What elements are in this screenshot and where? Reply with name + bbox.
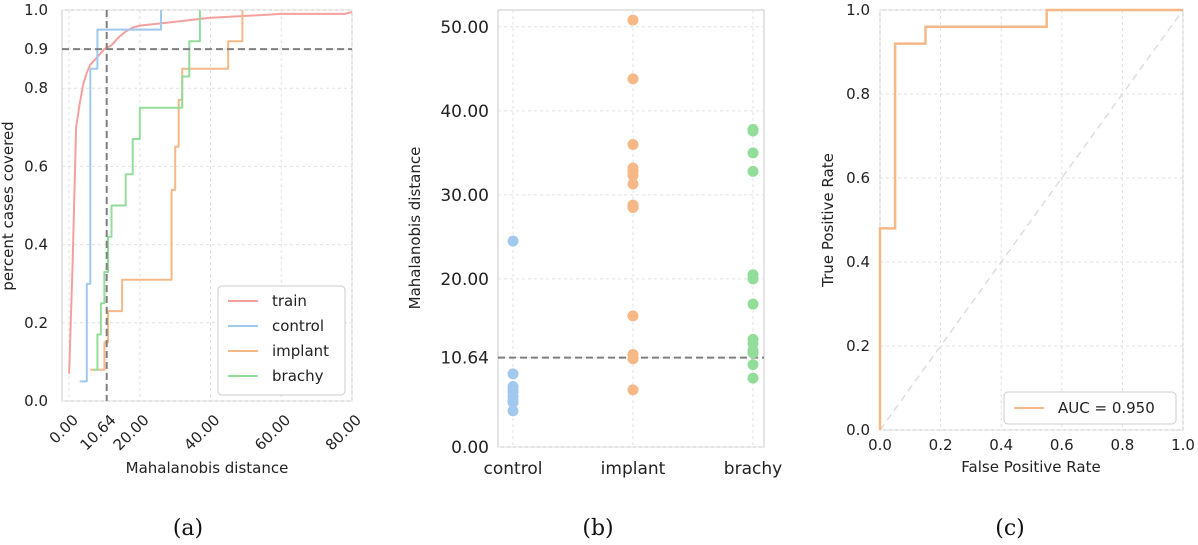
- point-brachy: [747, 165, 759, 177]
- point-brachy: [747, 359, 759, 371]
- x-tick-label: 20.00: [110, 411, 153, 454]
- point-control: [507, 368, 519, 380]
- point-brachy: [747, 298, 759, 310]
- point-control: [507, 396, 519, 408]
- panel-c-legend: AUC = 0.950: [1003, 391, 1177, 425]
- point-implant: [627, 201, 639, 213]
- point-implant: [627, 310, 639, 322]
- point-brachy: [747, 125, 759, 137]
- y-tick-label: 1.0: [846, 1, 870, 19]
- y-tick-label: 0.4: [846, 253, 870, 271]
- y-tick-label: 0.8: [846, 85, 870, 103]
- point-implant: [627, 353, 639, 365]
- y-tick-label: 0.0: [846, 421, 870, 439]
- legend-control-label: control: [272, 317, 324, 335]
- legend-train-label: train: [272, 292, 307, 310]
- legend-auc-label: AUC = 0.950: [1058, 399, 1155, 417]
- panel-a-xlabel: Mahalanobis distance: [126, 459, 289, 477]
- panel-b-ylabel: Mahalanobis distance: [406, 147, 424, 310]
- panel-a-legend: train control implant brachy: [217, 285, 346, 396]
- y-tick-label: 0.00: [451, 438, 489, 458]
- y-tick-label: 10.64: [440, 349, 489, 369]
- x-tick-label: 0.2: [929, 436, 953, 454]
- y-tick-label: 1.0: [24, 1, 48, 19]
- series-line-train: [68, 11, 353, 374]
- panel-b: 0.00 10.64 20.00 30.00 40.00 50.00 control impl…: [406, 9, 782, 541]
- y-tick-label: 0.4: [24, 236, 48, 254]
- series-line-brachy: [93, 10, 201, 371]
- point-brachy: [747, 372, 759, 384]
- panel-b-ticks: 0.00 10.64 20.00 30.00 40.00 50.00 control impl…: [440, 18, 782, 479]
- x-tick-label: 1.0: [1171, 436, 1195, 454]
- x-tick-label: implant: [601, 459, 666, 479]
- x-tick-label: 0.4: [989, 436, 1013, 454]
- x-tick-label: 60.00: [251, 411, 294, 454]
- point-implant: [627, 73, 639, 85]
- x-tick-label: 0.8: [1110, 436, 1134, 454]
- x-tick-label: control: [484, 459, 543, 479]
- x-tick-label: brachy: [724, 459, 782, 479]
- series-line-implant: [90, 10, 244, 371]
- point-control: [507, 405, 519, 417]
- x-tick-label: 0.6: [1050, 436, 1074, 454]
- point-implant: [627, 170, 639, 182]
- y-tick-label: 0.8: [24, 79, 48, 97]
- point-brachy: [747, 347, 759, 359]
- point-implant: [627, 178, 639, 190]
- y-tick-label: 50.00: [440, 18, 489, 38]
- panel-a-label: (a): [173, 516, 203, 541]
- x-tick-label: 10.64: [77, 411, 120, 454]
- series-line-control: [79, 10, 162, 383]
- panel-c-label: (c): [995, 516, 1025, 541]
- legend-box: [217, 285, 346, 396]
- y-tick-label: 0.6: [846, 169, 870, 187]
- point-brachy: [747, 147, 759, 159]
- legend-implant-label: implant: [272, 342, 329, 360]
- panel-b-label: (b): [582, 516, 613, 541]
- panel-c-ticks: 0.0 0.2 0.4 0.6 0.8 1.0 0.0 0.2 0.4 0.6 0.8 1.0: [846, 1, 1195, 454]
- panel-b-points: [498, 14, 764, 417]
- chance-line: [879, 9, 1184, 431]
- y-tick-label: 0.0: [24, 392, 48, 410]
- panel-c-ylabel: True Positive Rate: [819, 153, 837, 288]
- panel-c: 0.0 0.2 0.4 0.6 0.8 1.0 0.0 0.2 0.4 0.6 0.8 1.0 Fal…: [819, 1, 1195, 541]
- y-tick-label: 0.2: [24, 314, 48, 332]
- point-implant: [627, 14, 639, 26]
- legend-box: [1003, 391, 1177, 425]
- y-tick-label: 0.2: [846, 337, 870, 355]
- point-brachy: [747, 273, 759, 285]
- x-tick-label: 0.0: [868, 436, 892, 454]
- x-tick-label: 80.00: [322, 411, 365, 454]
- panel-c-xlabel: False Positive Rate: [961, 458, 1100, 476]
- y-tick-label: 0.9: [24, 40, 48, 58]
- point-implant: [627, 384, 639, 396]
- y-tick-label: 0.6: [24, 157, 48, 175]
- x-tick-label: 40.00: [180, 411, 223, 454]
- panel-a-ylabel: percent cases covered: [0, 121, 17, 290]
- y-tick-label: 20.00: [440, 270, 489, 290]
- point-implant: [627, 138, 639, 150]
- y-tick-label: 30.00: [440, 186, 489, 206]
- legend-brachy-label: brachy: [272, 367, 324, 385]
- panel-c-lines: [878, 8, 1184, 431]
- y-tick-label: 40.00: [440, 102, 489, 122]
- panel-a-lines: [62, 10, 353, 401]
- roc-curve: [878, 8, 1183, 430]
- point-control: [507, 235, 519, 247]
